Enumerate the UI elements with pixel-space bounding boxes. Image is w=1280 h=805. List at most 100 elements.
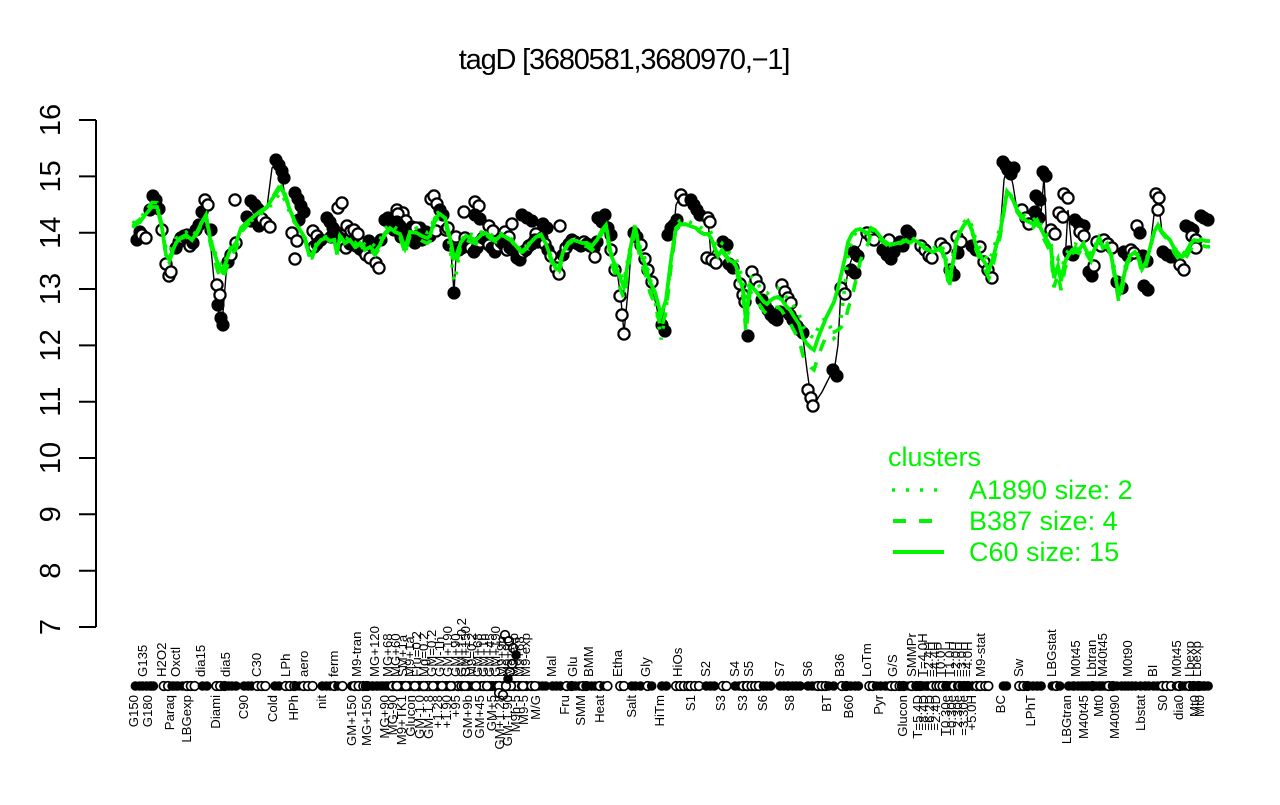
- svg-text:LBGexp: LBGexp: [179, 695, 194, 743]
- svg-text:S8: S8: [782, 695, 797, 711]
- svg-text:S6: S6: [755, 695, 770, 711]
- svg-text:M0t45: M0t45: [1169, 640, 1184, 677]
- svg-text:GM-1.8: GM-1.8: [421, 695, 436, 739]
- svg-text:M40t45: M40t45: [1076, 695, 1091, 739]
- svg-text:BI: BI: [1145, 665, 1160, 677]
- svg-text:B36: B36: [832, 654, 847, 677]
- svg-text:MG+150: MG+150: [359, 695, 374, 746]
- svg-text:16: 16: [35, 104, 67, 136]
- svg-text:LoTm: LoTm: [859, 643, 874, 677]
- svg-text:G135: G135: [135, 645, 150, 677]
- svg-text:T=5.4D: T=5.4D: [910, 695, 925, 739]
- svg-text:M9+1a: M9+1a: [402, 636, 417, 677]
- svg-text:dia0: dia0: [1171, 695, 1186, 720]
- svg-text:Lbstat: Lbstat: [1133, 695, 1148, 731]
- svg-text:12: 12: [35, 329, 67, 361]
- svg-text:Oxctl: Oxctl: [168, 647, 183, 677]
- svg-text:MG+60: MG+60: [388, 633, 403, 677]
- svg-text:+1.90: +1.90: [439, 695, 454, 728]
- svg-text:=4.4H: =4.4H: [927, 641, 942, 677]
- svg-text:Heat: Heat: [592, 695, 607, 723]
- svg-text:M/G: M/G: [528, 695, 543, 720]
- svg-text:B60: B60: [841, 695, 856, 718]
- svg-text:Glu: Glu: [565, 656, 580, 677]
- svg-text:M9+68: M9+68: [512, 636, 527, 677]
- svg-text:M9-tran: M9-tran: [349, 632, 364, 677]
- svg-text:S5: S5: [741, 661, 756, 677]
- svg-text:M9+TK1: M9+TK1: [394, 695, 409, 745]
- svg-text:Fru: Fru: [557, 695, 572, 715]
- svg-text:SMMPr: SMMPr: [904, 632, 919, 677]
- svg-text:GM+190: GM+190: [440, 626, 455, 677]
- svg-text:SMM: SMM: [573, 695, 588, 726]
- svg-text:MG+90: MG+90: [377, 695, 392, 739]
- svg-text:2.30e: 2.30e: [950, 695, 965, 728]
- svg-text:dia5: dia5: [218, 652, 233, 677]
- svg-text:Cold: Cold: [265, 695, 280, 722]
- svg-text:M9+90: M9+90: [500, 636, 515, 677]
- svg-text:S3: S3: [713, 695, 728, 711]
- svg-text:A1890 size: 2: A1890 size: 2: [969, 475, 1133, 505]
- svg-text:C90: C90: [236, 695, 251, 719]
- svg-text:10: 10: [35, 442, 67, 474]
- svg-text:HiOs: HiOs: [670, 647, 685, 677]
- svg-text:tagD [3680581,3680970,−1]: tagD [3680581,3680970,−1]: [459, 44, 789, 76]
- svg-text:Sw: Sw: [1011, 658, 1026, 677]
- svg-text:GM+150: GM+150: [344, 695, 359, 746]
- svg-text:ferm: ferm: [326, 651, 341, 677]
- svg-text:+95: +95: [448, 695, 463, 717]
- svg-text:LPh: LPh: [278, 654, 293, 677]
- svg-text:S0: S0: [1155, 695, 1170, 711]
- svg-text:HPh: HPh: [286, 695, 301, 721]
- svg-text:GM+1.28: GM+1.28: [492, 695, 507, 750]
- svg-text:GM=0.2: GM=0.2: [424, 630, 439, 677]
- svg-text:BMM: BMM: [581, 646, 596, 677]
- svg-text:15: 15: [35, 160, 67, 192]
- svg-text:M9=0.2: M9=0.2: [464, 633, 479, 677]
- svg-text:M9-exp: M9-exp: [518, 633, 533, 677]
- svg-text:=6.2D: =6.2D: [922, 695, 937, 731]
- svg-text:Gly: Gly: [638, 657, 653, 677]
- svg-text:Paraq: Paraq: [162, 695, 177, 730]
- svg-text:T1.0H: T1.0H: [942, 641, 957, 677]
- svg-text:S2: S2: [698, 661, 713, 677]
- svg-text:14: 14: [35, 217, 67, 249]
- svg-text:=2.4H: =2.4H: [921, 641, 936, 677]
- svg-text:S6: S6: [800, 661, 815, 677]
- svg-text:T=4.0H: T=4.0H: [915, 633, 930, 677]
- svg-text:BT: BT: [819, 695, 834, 712]
- svg-text:MG+120: MG+120: [367, 626, 382, 677]
- svg-text:M9-stat: M9-stat: [973, 633, 988, 677]
- svg-text:=3.0H: =3.0H: [954, 641, 969, 677]
- svg-text:Mt0: Mt0: [1192, 695, 1207, 717]
- svg-text:HiTm: HiTm: [652, 695, 667, 727]
- svg-text:Mal: Mal: [544, 656, 559, 677]
- svg-text:13: 13: [35, 273, 67, 305]
- svg-text:11: 11: [35, 387, 67, 417]
- svg-text:H2O2: H2O2: [154, 643, 169, 677]
- svg-text:dia15: dia15: [193, 645, 208, 677]
- svg-text:Mt0: Mt0: [1187, 695, 1202, 717]
- svg-text:=8.4D: =8.4D: [916, 695, 931, 731]
- svg-text:Diami: Diami: [208, 695, 223, 729]
- svg-text:GM+1-0.2: GM+1-0.2: [454, 618, 469, 677]
- svg-text:LBGstat: LBGstat: [1044, 629, 1059, 677]
- svg-text:M9-5: M9-5: [516, 695, 531, 725]
- svg-text:GM+1h: GM+1h: [476, 633, 491, 677]
- svg-text:G/S: G/S: [885, 654, 900, 677]
- svg-text:Glucon: Glucon: [403, 695, 418, 737]
- svg-text:GM-1.0: GM-1.0: [412, 695, 427, 739]
- svg-text:=2.0H: =2.0H: [948, 641, 963, 677]
- svg-text:GM+150: GM+150: [458, 626, 473, 677]
- svg-text:Fru=0.2: Fru=0.2: [409, 631, 424, 677]
- svg-text:M9h-5: M9h-5: [508, 695, 523, 732]
- svg-text:8: 8: [35, 563, 67, 579]
- svg-text:T0.0P: T0.0P: [933, 642, 948, 677]
- svg-text:+1.28: +1.28: [430, 695, 445, 728]
- svg-text:=0.30e: =0.30e: [944, 695, 959, 736]
- svg-text:Pyr: Pyr: [871, 694, 886, 714]
- svg-text:GM+45: GM+45: [472, 695, 487, 739]
- svg-text:S4: S4: [727, 661, 742, 677]
- svg-text:9: 9: [35, 506, 67, 522]
- svg-text:M0t90: M0t90: [1120, 640, 1135, 677]
